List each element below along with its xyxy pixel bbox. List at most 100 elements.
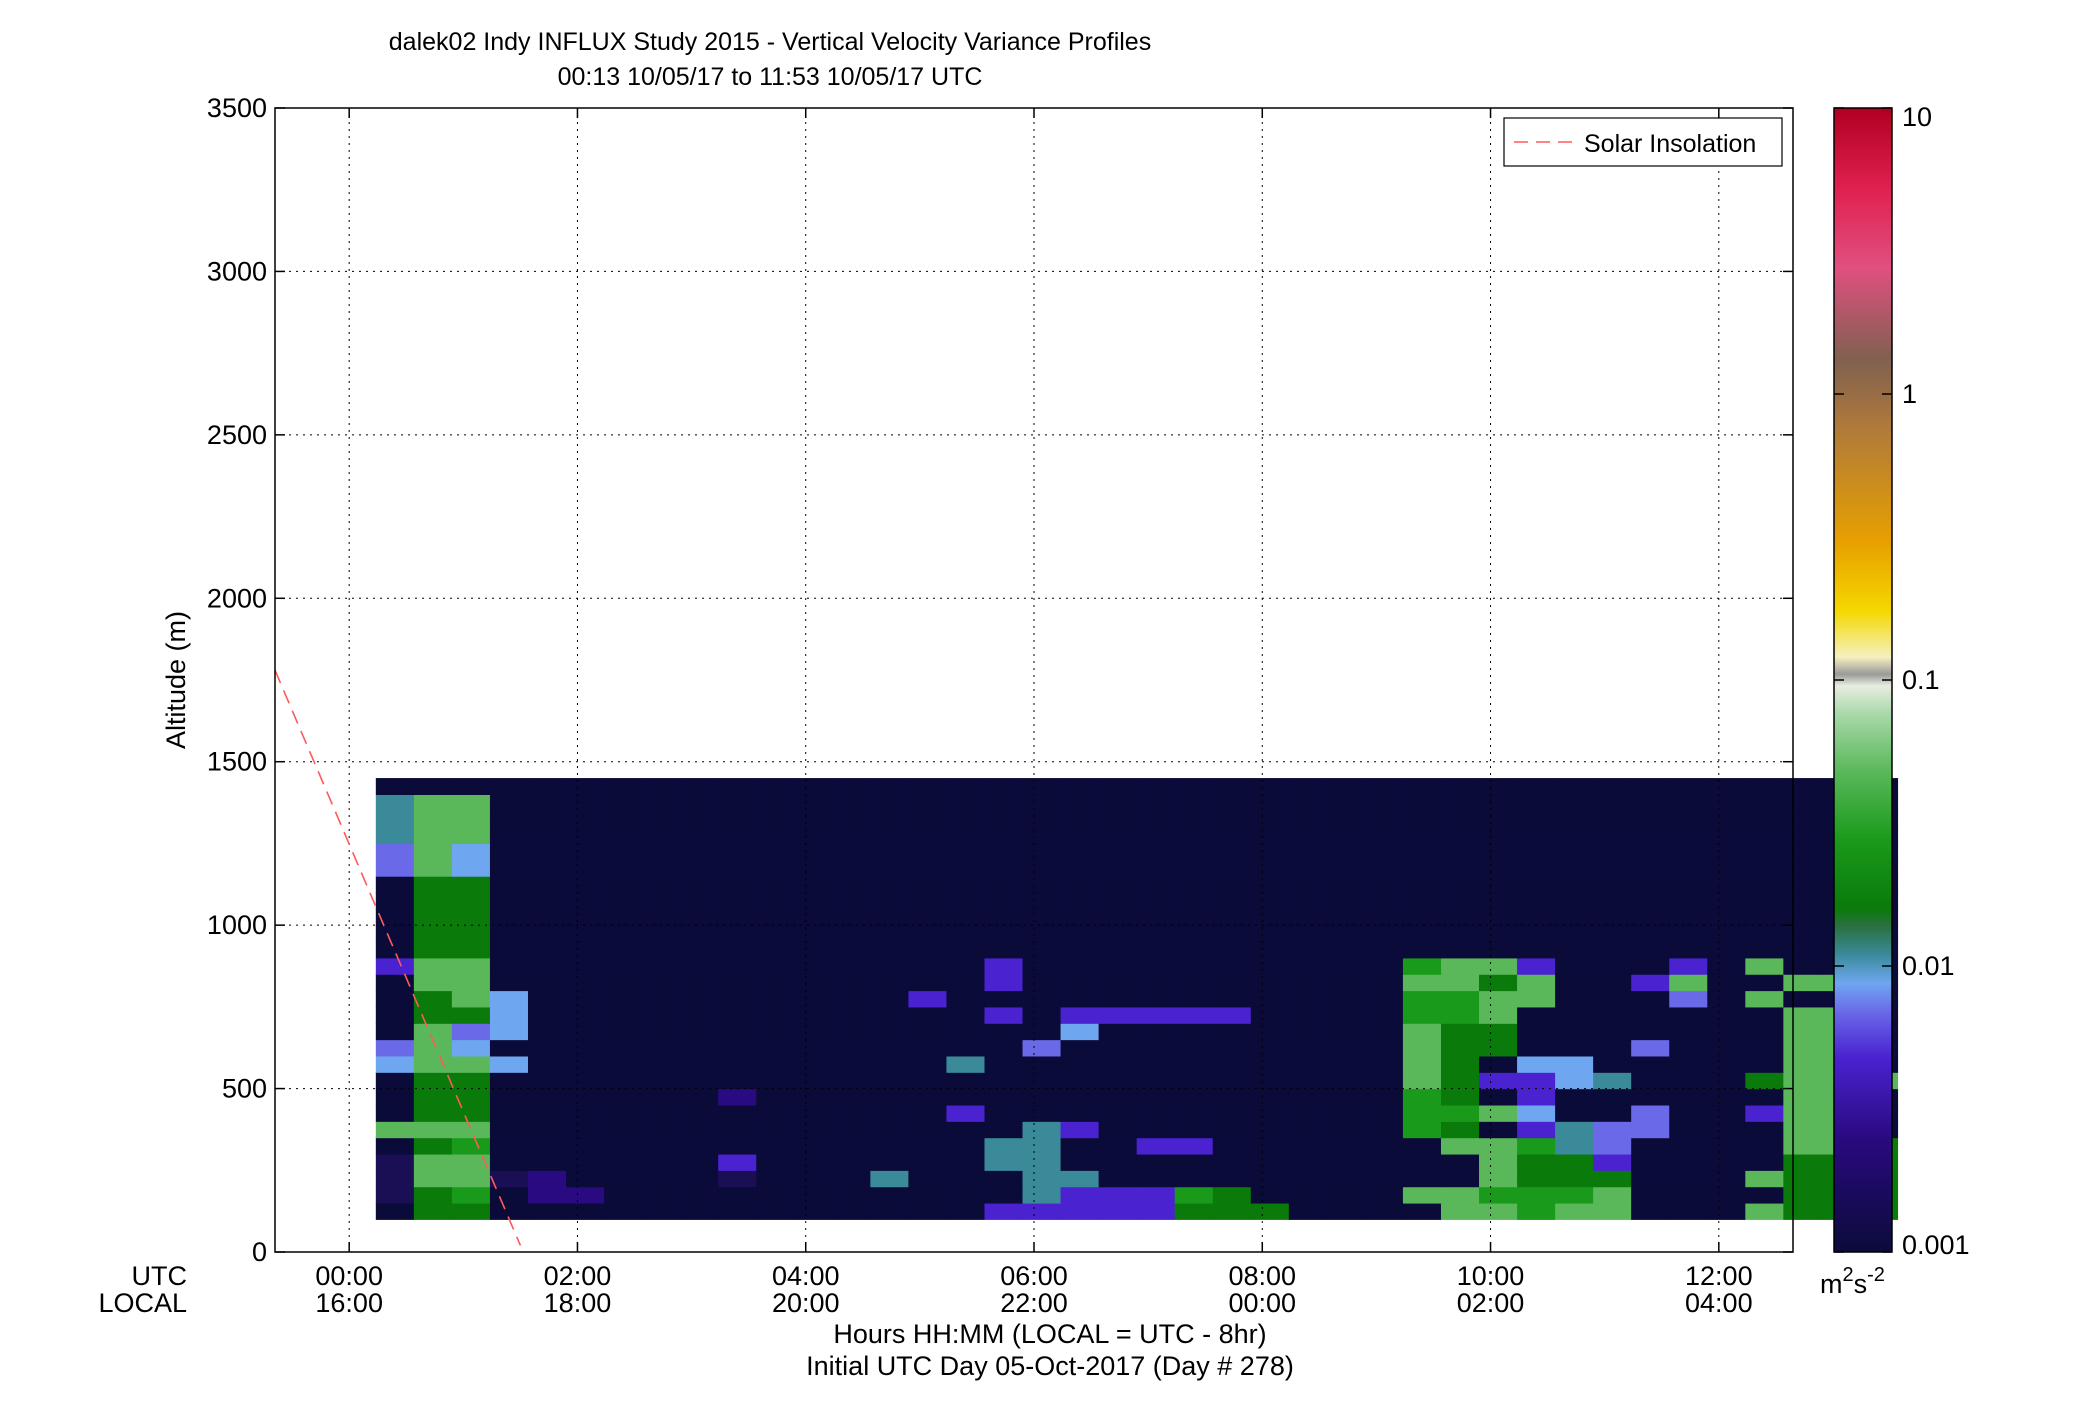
- heatmap-cell: [1745, 843, 1784, 861]
- heatmap-cell: [718, 876, 757, 894]
- heatmap-cell: [1136, 794, 1176, 812]
- heatmap-cell: [680, 843, 719, 861]
- heatmap-cell: [908, 1137, 948, 1155]
- heatmap-cell: [718, 1039, 757, 1057]
- heatmap-cell: [756, 1072, 795, 1090]
- heatmap-cell: [1707, 1104, 1746, 1122]
- heatmap-cell: [1555, 1186, 1594, 1204]
- heatmap-cell: [1288, 990, 1328, 1008]
- heatmap-cell: [604, 827, 643, 845]
- heatmap-cell: [1364, 827, 1404, 845]
- heatmap-cell: [1136, 941, 1176, 959]
- heatmap-cell: [1517, 843, 1556, 861]
- heatmap-cell: [1593, 1104, 1632, 1122]
- heatmap-cell: [489, 1039, 529, 1057]
- legend-label-solar-insolation: Solar Insolation: [1584, 130, 1756, 158]
- heatmap-cell: [1136, 990, 1176, 1008]
- heatmap-cell: [1136, 1137, 1176, 1155]
- heatmap-cell: [1517, 827, 1556, 845]
- heatmap-cell: [794, 827, 833, 845]
- heatmap-cell: [870, 1170, 909, 1188]
- heatmap-cell: [1669, 908, 1708, 926]
- heatmap-cell: [604, 876, 643, 894]
- heatmap-cell: [1479, 1186, 1518, 1204]
- heatmap-cell: [1631, 794, 1670, 812]
- heatmap-cell: [756, 974, 795, 992]
- heatmap-cell: [451, 1023, 491, 1041]
- heatmap-cell: [680, 810, 719, 828]
- heatmap-cell: [1212, 1121, 1252, 1139]
- heatmap-cell: [1555, 1088, 1594, 1106]
- heatmap-cell: [1517, 1137, 1556, 1155]
- heatmap-cell: [413, 892, 453, 910]
- heatmap-cell: [1631, 974, 1670, 992]
- heatmap-cell: [946, 1072, 986, 1090]
- heatmap-cell: [984, 974, 1024, 992]
- heatmap-cell: [870, 1153, 909, 1171]
- heatmap-cell: [642, 1088, 681, 1106]
- heatmap-cell: [1517, 859, 1556, 877]
- heatmap-cell: [794, 1186, 833, 1204]
- heatmap-cell: [1326, 1072, 1366, 1090]
- heatmap-cell: [1555, 1039, 1594, 1057]
- heatmap-cell: [1745, 1006, 1784, 1024]
- heatmap-cell: [1707, 1137, 1746, 1155]
- legend: Solar Insolation: [1503, 117, 1783, 167]
- heatmap-cell: [1098, 1055, 1138, 1073]
- heatmap-cell: [756, 1170, 795, 1188]
- heatmap-cell: [1060, 1104, 1100, 1122]
- heatmap-cell: [566, 859, 605, 877]
- heatmap-cell: [984, 1023, 1024, 1041]
- heatmap-cell: [794, 778, 833, 795]
- heatmap-cell: [1364, 1055, 1404, 1073]
- heatmap-cell: [1517, 1088, 1556, 1106]
- heatmap-cell: [1517, 957, 1556, 975]
- heatmap-cell: [1555, 1072, 1594, 1090]
- heatmap-cell: [413, 1023, 453, 1041]
- heatmap-cell: [832, 1137, 871, 1155]
- heatmap-cell: [604, 1039, 643, 1057]
- heatmap-cell: [870, 1039, 909, 1057]
- heatmap-cell: [1326, 859, 1366, 877]
- heatmap-cell: [1250, 1023, 1290, 1041]
- heatmap-cell: [1707, 1072, 1746, 1090]
- heatmap-cell: [794, 1023, 833, 1041]
- heatmap-cell: [566, 1170, 605, 1188]
- heatmap-cell: [908, 810, 948, 828]
- heatmap-cell: [1212, 1153, 1252, 1171]
- heatmap-cell: [1440, 974, 1480, 992]
- heatmap-cell: [1745, 892, 1784, 910]
- heatmap-cell: [1479, 1072, 1518, 1090]
- heatmap-cell: [527, 1121, 567, 1139]
- heatmap-cell: [413, 810, 453, 828]
- heatmap-cell: [1212, 974, 1252, 992]
- heatmap-cell: [1517, 892, 1556, 910]
- heatmap-cell: [946, 908, 986, 926]
- heatmap-cell: [1517, 778, 1556, 795]
- heatmap-cell: [1631, 1202, 1670, 1220]
- heatmap-cell: [1669, 876, 1708, 894]
- heatmap-cell: [946, 1153, 986, 1171]
- heatmap-cell: [489, 1121, 529, 1139]
- heatmap-cell: [1136, 1170, 1176, 1188]
- heatmap-cell: [1288, 1104, 1328, 1122]
- heatmap-cell: [680, 957, 719, 975]
- heatmap-cell: [794, 1072, 833, 1090]
- heatmap-cell: [756, 925, 795, 943]
- heatmap-cell: [451, 1121, 491, 1139]
- heatmap-cell: [413, 1088, 453, 1106]
- heatmap-cell: [946, 876, 986, 894]
- heatmap-cell: [1326, 1006, 1366, 1024]
- heatmap-cell: [718, 1202, 757, 1220]
- heatmap-cell: [375, 843, 415, 861]
- heatmap-cells: [375, 778, 1899, 1220]
- heatmap-cell: [1555, 990, 1594, 1008]
- heatmap-cell: [413, 827, 453, 845]
- heatmap-cell: [1440, 1006, 1480, 1024]
- heatmap-cell: [908, 892, 948, 910]
- heatmap-cell: [718, 1186, 757, 1204]
- heatmap-cell: [946, 925, 986, 943]
- heatmap-cell: [870, 941, 909, 959]
- heatmap-cell: [642, 990, 681, 1008]
- y-tick-label: 3500: [207, 93, 267, 123]
